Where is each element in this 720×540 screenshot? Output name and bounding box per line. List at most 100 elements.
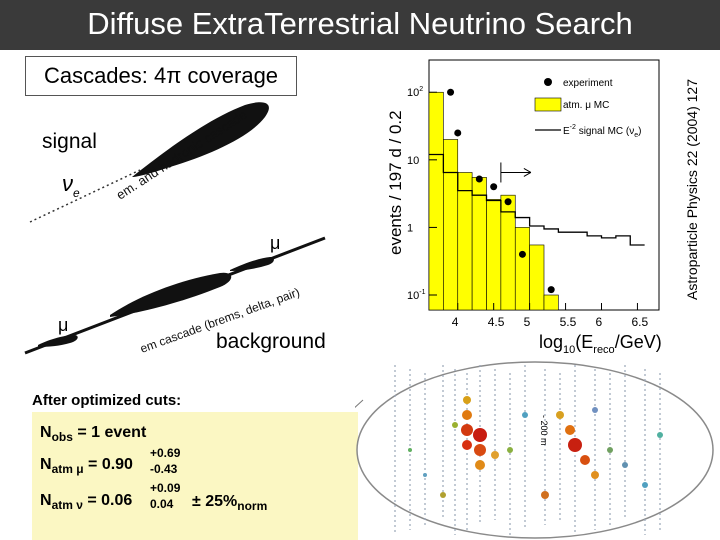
detector-hit-9 bbox=[507, 447, 513, 453]
norm-uncertainty: ± 25%norm bbox=[192, 493, 267, 513]
cut-arrow-head bbox=[523, 168, 532, 177]
x-tick-label-0: 4 bbox=[452, 315, 459, 329]
subtitle-box: Cascades: 4π coverage bbox=[25, 56, 297, 96]
detector-event-display: - 200 m bbox=[355, 361, 714, 539]
detector-hit-16 bbox=[622, 462, 628, 468]
natm-mu-line: Natm μ = 0.90 bbox=[40, 456, 133, 476]
legend: experiment atm. μ MC E-2 signal MC (νe) bbox=[534, 78, 642, 139]
legend-experiment-marker bbox=[544, 78, 552, 86]
detector-hit-19 bbox=[541, 491, 549, 499]
cuts-title: After optimized cuts: bbox=[32, 392, 182, 409]
natm-nu-symbol: N bbox=[40, 492, 52, 509]
signal-cascade-text: em. and hadronic cascade bbox=[113, 107, 249, 203]
atm-mu-bar-6 bbox=[514, 227, 530, 311]
plot-content: 4 4.5 5 5.5 6 6.5 102 10 1 10-1 bbox=[407, 86, 648, 329]
legend-mu-marker bbox=[534, 97, 562, 112]
y-axis-label: events / 197 d / 0.2 bbox=[386, 110, 405, 255]
neutrino-track bbox=[29, 169, 141, 223]
scale-label: - 200 m bbox=[539, 415, 549, 446]
detector-hit-3 bbox=[462, 440, 472, 450]
x-tick-label-1: 4.5 bbox=[488, 315, 505, 329]
natm-nu-sub: atm ν bbox=[51, 498, 83, 513]
detector-hit-15 bbox=[607, 447, 613, 453]
detector-hit-2 bbox=[461, 424, 473, 436]
experiment-point-3 bbox=[490, 183, 498, 191]
detector-hit-8 bbox=[452, 422, 458, 428]
detector-hits bbox=[408, 396, 663, 499]
experiment-point-4 bbox=[504, 198, 512, 206]
x-tick-label-3: 5.5 bbox=[560, 315, 577, 329]
nobs-line: Nobs = 1 event bbox=[40, 424, 146, 444]
y-tick-label-1: 10 bbox=[407, 155, 419, 167]
y-tick-label-2: 1 bbox=[407, 222, 413, 234]
detector-outline bbox=[356, 361, 714, 539]
atm-mu-bar-7 bbox=[529, 244, 545, 311]
atm-mu-bar-3 bbox=[471, 177, 487, 311]
detector-hit-6 bbox=[475, 460, 485, 470]
bg-cascade-blob-left bbox=[38, 335, 78, 347]
atm-mu-bar-0 bbox=[428, 91, 444, 311]
experiment-point-5 bbox=[518, 250, 526, 258]
detector-hit-12 bbox=[568, 438, 582, 452]
citation: Astroparticle Physics 22 (2004) 127 bbox=[684, 79, 700, 300]
atm-mu-bar-8 bbox=[543, 294, 559, 311]
detector-hit-13 bbox=[580, 455, 590, 465]
x-tick-label-4: 6 bbox=[596, 315, 603, 329]
signal-label: signal bbox=[42, 130, 97, 153]
detector-hit-18 bbox=[657, 432, 663, 438]
experiment-point-6 bbox=[547, 286, 555, 294]
atm-mu-bar-1 bbox=[443, 139, 459, 311]
natm-mu-minus: -0.43 bbox=[150, 462, 178, 476]
detector-hit-11 bbox=[565, 425, 575, 435]
legend-mu: atm. μ MC bbox=[563, 100, 609, 111]
detector-hit-22 bbox=[440, 492, 446, 498]
slide-title: Diffuse ExtraTerrestrial Neutrino Search bbox=[87, 6, 633, 41]
background-label: background bbox=[216, 330, 326, 353]
atm-mu-bar-4 bbox=[486, 199, 502, 311]
nobs-value: = 1 event bbox=[72, 424, 147, 441]
natm-nu-plus: +0.09 bbox=[150, 481, 181, 495]
detector-hit-1 bbox=[462, 410, 472, 420]
x-axis-label: log10(Ereco/GeV) bbox=[539, 332, 662, 355]
x-tick-label-2: 5 bbox=[524, 315, 531, 329]
natm-mu-plus: +0.69 bbox=[150, 446, 181, 460]
bg-cascade-blob-large bbox=[110, 272, 232, 317]
natm-nu-line: Natm ν = 0.06 bbox=[40, 492, 132, 512]
experiment-point-2 bbox=[475, 175, 483, 183]
natm-nu-value: = 0.06 bbox=[82, 492, 133, 509]
natm-mu-sub: atm μ bbox=[51, 462, 84, 477]
natm-mu-value: = 0.90 bbox=[83, 456, 133, 473]
energy-histogram: events / 197 d / 0.2 4 4.5 5 5.5 6 6.5 102 10 1 1… bbox=[386, 59, 662, 355]
mu-symbol-top: μ bbox=[270, 233, 280, 253]
detector-hit-5 bbox=[474, 444, 486, 456]
y-tick-label-3: 10-1 bbox=[407, 289, 426, 302]
signal-cascade-blob bbox=[132, 102, 269, 177]
natm-nu-minus: 0.04 bbox=[150, 497, 174, 511]
mu-symbol-bottom: μ bbox=[58, 315, 68, 335]
legend-signal: E-2 signal MC (νe) bbox=[563, 124, 642, 139]
detector-hit-20 bbox=[423, 473, 427, 477]
experiment-point-1 bbox=[454, 129, 462, 137]
detector-hit-24 bbox=[592, 407, 598, 413]
norm-value: ± 25% bbox=[192, 493, 238, 510]
connector-line bbox=[355, 399, 364, 408]
nobs-symbol: N bbox=[40, 424, 52, 441]
detector-hit-17 bbox=[642, 482, 648, 488]
cuts-box bbox=[32, 412, 358, 540]
detector-hit-0 bbox=[463, 396, 471, 404]
signal-nu-symbol: νe bbox=[62, 171, 80, 200]
event-illustration: νe em. and hadronic cascade μ μ em casca… bbox=[24, 102, 326, 356]
title-bar bbox=[0, 0, 720, 50]
norm-sub: norm bbox=[237, 499, 268, 514]
detector-hit-21 bbox=[408, 448, 412, 452]
y-tick-label-0: 102 bbox=[407, 86, 423, 99]
detector-hit-10 bbox=[556, 411, 564, 419]
detector-hit-7 bbox=[491, 451, 499, 459]
atm-mu-bar-2 bbox=[457, 172, 473, 311]
signal-mc-line bbox=[429, 153, 645, 246]
detector-hit-14 bbox=[591, 471, 599, 479]
detector-hit-4 bbox=[473, 428, 487, 442]
x-tick-label-5: 6.5 bbox=[631, 315, 648, 329]
nobs-sub: obs bbox=[51, 430, 73, 445]
bg-cascade-blob-right bbox=[230, 257, 274, 271]
